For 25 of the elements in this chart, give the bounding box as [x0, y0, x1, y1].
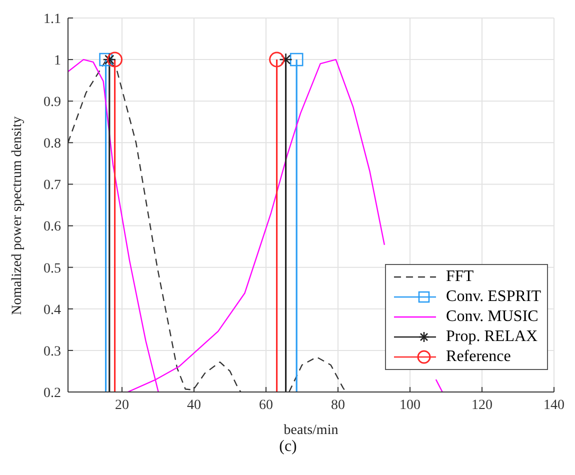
y-axis-title: Nomalized power spectrum density: [10, 116, 25, 315]
y-tick-label: 0.3: [44, 344, 61, 360]
y-tick-label: 0.4: [44, 302, 61, 318]
legend-label: Conv. MUSIC: [446, 308, 538, 326]
legend-label: FFT: [446, 268, 474, 286]
x-tick-label: 140: [544, 398, 564, 413]
x-tick-label: 80: [331, 398, 345, 413]
y-tick-label: 0.6: [44, 220, 61, 235]
y-tick-label: 0.2: [44, 386, 61, 401]
x-tick-label: 60: [259, 398, 273, 413]
y-tick-label: 1: [54, 54, 61, 69]
legend-label: Reference: [446, 348, 511, 366]
y-tick-label: 0.5: [44, 261, 61, 276]
x-tick-label: 120: [472, 398, 492, 413]
y-tick-label: 0.7: [44, 178, 61, 194]
x-axis-title: beats/min: [284, 423, 338, 438]
legend-label: Prop. RELAX: [446, 328, 538, 346]
y-tick-label: 0.9: [44, 95, 61, 110]
x-tick-label: 100: [400, 398, 420, 413]
y-tick-label: 1.1: [44, 12, 61, 27]
y-tick-label: 0.8: [44, 136, 61, 152]
legend-label: Conv. ESPRIT: [446, 288, 541, 306]
x-tick-label: 20: [115, 398, 129, 413]
text: (c): [278, 438, 298, 456]
x-tick-label: 40: [187, 398, 201, 413]
